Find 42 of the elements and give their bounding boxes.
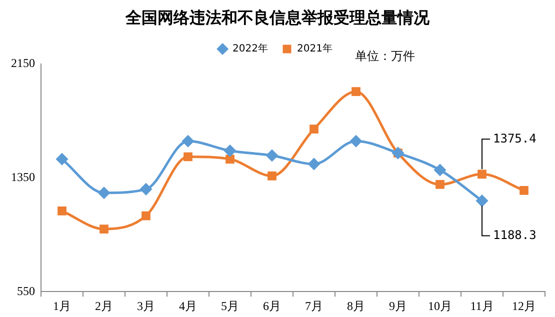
point — [182, 135, 194, 147]
point — [140, 183, 152, 195]
point — [352, 87, 360, 96]
point — [98, 187, 110, 199]
legend-label: 2022年 — [232, 42, 268, 55]
point — [476, 195, 488, 207]
point — [142, 211, 150, 220]
x-tick-label: 11月 — [470, 298, 494, 313]
x-tick-label: 9月 — [389, 298, 407, 313]
x-tick-label: 7月 — [305, 298, 323, 313]
point — [350, 135, 362, 147]
chart-title: 全国网络违法和不良信息举报受理总量情况 — [124, 8, 430, 29]
point — [478, 170, 486, 179]
x-tick-label: 5月 — [221, 298, 239, 313]
x-tick-label: 10月 — [428, 298, 452, 313]
point — [224, 145, 236, 157]
point — [520, 186, 528, 195]
y-tick-label: 1350 — [11, 170, 35, 184]
y-tick-label: 550 — [17, 284, 35, 298]
x-tick-label: 3月 — [137, 298, 155, 313]
point — [434, 164, 446, 176]
text: 单位：万件 — [355, 49, 415, 64]
legend-label: 2021年 — [297, 42, 332, 55]
x-tick-label: 6月 — [263, 298, 281, 313]
x-tick-label: 12月 — [512, 298, 536, 313]
x-tick-label: 1月 — [53, 298, 71, 313]
point — [226, 154, 234, 164]
point — [436, 180, 444, 189]
point — [184, 152, 192, 162]
point — [310, 124, 318, 134]
point — [308, 158, 320, 170]
annotation: 1188.3 — [493, 228, 536, 242]
point — [58, 206, 66, 216]
x-tick-label: 4月 — [179, 298, 197, 313]
annotation: 1375.4 — [493, 131, 536, 146]
x-tick-label: 8月 — [347, 298, 365, 313]
x-tick-label: 2月 — [95, 298, 113, 313]
y-tick-label: 2150 — [11, 56, 35, 70]
point — [266, 150, 278, 162]
point — [100, 224, 108, 234]
point — [268, 172, 276, 180]
point — [56, 153, 68, 165]
